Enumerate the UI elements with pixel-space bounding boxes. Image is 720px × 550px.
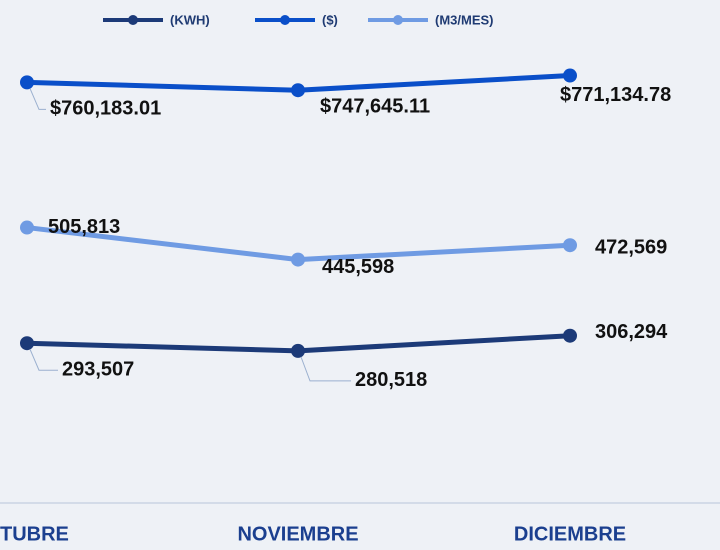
point	[291, 83, 305, 98]
point	[563, 68, 577, 83]
x-tick-label: TUBRE	[0, 523, 69, 545]
data-label: $771,134.78	[560, 84, 671, 106]
leader-line	[29, 88, 46, 110]
legend-label: (M3/MES)	[435, 12, 494, 27]
data-label: 293,507	[62, 359, 134, 381]
data-label: 472,569	[595, 237, 667, 259]
leader-line	[300, 356, 351, 382]
legend-marker	[128, 15, 138, 25]
point	[20, 336, 34, 351]
data-label: $747,645.11	[320, 96, 430, 118]
x-tick-label: DICIEMBRE	[514, 523, 626, 545]
x-tick-label: NOVIEMBRE	[237, 523, 358, 545]
legend-marker	[280, 15, 290, 25]
leader-line	[29, 349, 58, 371]
point	[291, 343, 305, 358]
point	[291, 252, 305, 267]
legend-label: ($)	[322, 12, 338, 27]
point	[563, 238, 577, 253]
data-label: $760,183.01	[50, 98, 161, 120]
point	[20, 75, 34, 90]
point	[563, 328, 577, 343]
data-label: 505,813	[48, 216, 120, 238]
legend-marker	[393, 15, 403, 25]
legend-label: (KWH)	[170, 12, 210, 27]
data-label: 280,518	[355, 369, 427, 391]
point	[20, 220, 34, 235]
data-label: 445,598	[322, 256, 394, 278]
data-label: 306,294	[595, 321, 668, 343]
